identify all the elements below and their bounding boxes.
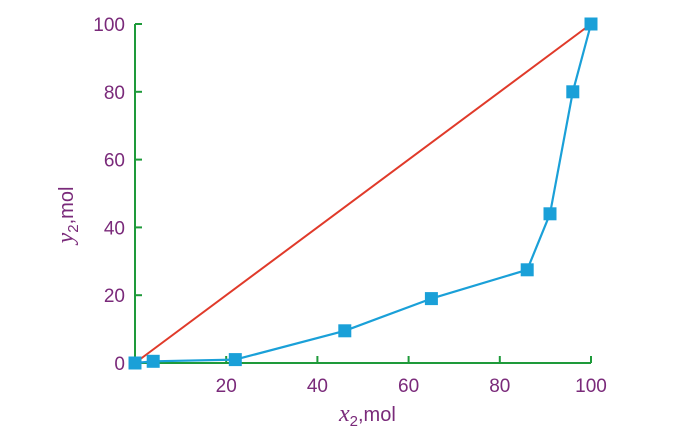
y-tick-label: 20: [104, 286, 125, 307]
data-point-marker: [146, 354, 160, 368]
series-layer: [128, 17, 598, 370]
y-tick-label: 40: [104, 218, 125, 239]
y-tick-label: 100: [93, 15, 125, 36]
x-axis-variable: x: [338, 401, 350, 427]
data-point-marker: [584, 17, 598, 31]
data-point-marker: [566, 85, 580, 99]
data-point-marker: [338, 324, 352, 338]
y-axis-unit: ,mol: [56, 187, 78, 225]
x-tick-label: 60: [398, 376, 419, 397]
x-tick-label: 100: [575, 376, 607, 397]
x-tick-label: 20: [216, 376, 237, 397]
data-point-marker: [520, 263, 534, 277]
y-tick-label: 80: [104, 83, 125, 104]
x-axis-unit: ,mol: [358, 404, 396, 426]
diagonal-reference-line: [134, 23, 592, 364]
x-axis-subscript: 2: [350, 413, 358, 430]
data-point-marker: [228, 353, 242, 367]
x-ticks: 20 40 60 80 100: [216, 356, 607, 397]
x-tick-label: 40: [307, 376, 328, 397]
data-point-marker: [543, 207, 557, 221]
y-ticks: 0 20 40 60 80 100: [93, 15, 142, 375]
y-axis-subscript: 2: [65, 224, 82, 232]
y-axis-variable: y: [53, 232, 79, 245]
data-point-marker: [424, 292, 438, 306]
y-tick-label: 60: [104, 151, 125, 172]
y-tick-label: 0: [114, 354, 125, 375]
data-point-marker: [128, 356, 142, 370]
y-axis-title: y2,mol: [53, 187, 82, 246]
x-tick-label: 80: [489, 376, 510, 397]
plot-area: 20 40 60 80 100 0 20 40 60 80 100: [93, 15, 607, 397]
x-axis-title: x2,mol: [338, 401, 396, 430]
